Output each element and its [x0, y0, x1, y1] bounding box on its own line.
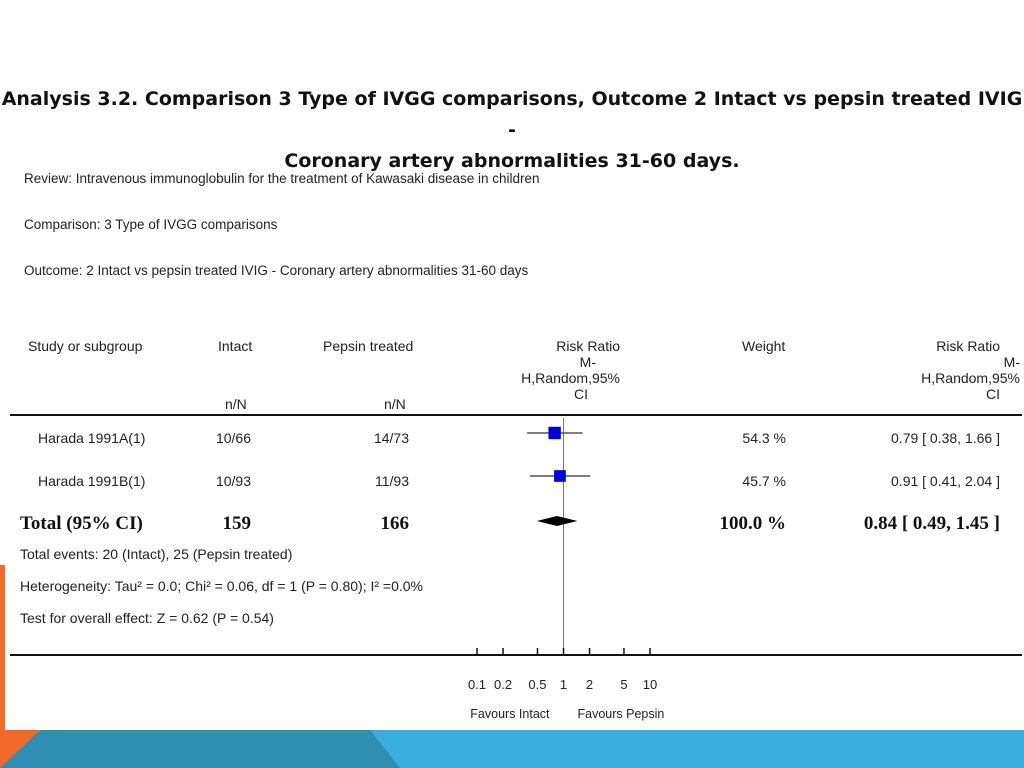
review-line: Review: Intravenous immunoglobulin for t… [24, 171, 540, 186]
study-weight: 45.7 % [742, 473, 786, 489]
header-rule [10, 414, 1022, 416]
study-name: Harada 1991B(1) [38, 473, 146, 489]
header-pepsin-sub: n/N [384, 396, 406, 412]
header-weight: Weight [742, 338, 786, 354]
favours-right-label: Favours Pepsin [578, 707, 665, 721]
header-rr-plot-l3: H,Random,95% [521, 370, 620, 386]
tick-label: 0.1 [468, 677, 486, 692]
heterogeneity: Heterogeneity: Tau² = 0.0; Chi² = 0.06, … [20, 578, 423, 594]
accent-bar [0, 565, 5, 730]
tick-label: 2 [586, 677, 593, 692]
header-rr-plot-l2: M- [579, 354, 596, 370]
header-intact-sub: n/N [225, 396, 247, 412]
tick-label: 10 [643, 677, 657, 692]
header-rr-l4: CI [986, 386, 1000, 402]
bottom-rule [10, 654, 1022, 656]
total-intact: 159 [222, 513, 252, 534]
study-weight: 54.3 % [742, 430, 786, 446]
outcome-line: Outcome: 2 Intact vs pepsin treated IVIG… [24, 263, 529, 278]
header-rr-plot-l4: CI [574, 386, 588, 402]
total-weight: 100.0 % [719, 513, 787, 534]
total-label: Total (95% CI) [20, 513, 143, 534]
title-line-1: Analysis 3.2. Comparison 3 Type of IVGG … [1, 88, 1023, 141]
header-rr: Risk Ratio M- H,Random,95% CI [880, 338, 1020, 402]
study-name: Harada 1991A(1) [38, 430, 146, 446]
tick-label: 5 [620, 677, 627, 692]
study-pepsin: 14/73 [373, 430, 409, 446]
header-pepsin: Pepsin treated [323, 338, 414, 354]
total-events: Total events: 20 (Intact), 25 (Pepsin tr… [20, 546, 293, 562]
overall-effect: Test for overall effect: Z = 0.62 (P = 0… [20, 610, 274, 626]
chart-title: Analysis 3.2. Comparison 3 Type of IVGG … [0, 84, 1024, 177]
effect-square [548, 426, 561, 440]
study-intact: 10/93 [215, 473, 251, 489]
header-rr-plot-l1: Risk Ratio [556, 338, 620, 354]
header-rr-l1: Risk Ratio [936, 338, 1000, 354]
study-intact: 10/66 [215, 430, 251, 446]
header-rr-l3: H,Random,95% [921, 370, 1020, 386]
total-rr: 0.84 [ 0.49, 1.45 ] [863, 513, 1000, 534]
header-intact: Intact [218, 338, 253, 354]
study-rr: 0.79 [ 0.38, 1.66 ] [891, 430, 1000, 446]
header-study: Study or subgroup [28, 338, 143, 354]
tick-label: 0.5 [528, 677, 546, 692]
study-rr: 0.91 [ 0.41, 2.04 ] [891, 473, 1000, 489]
header-rr-plot: Risk Ratio M- H,Random,95% CI [480, 338, 620, 402]
tick-label: 1 [560, 677, 567, 692]
pooled-diamond [536, 516, 578, 526]
total-pepsin: 166 [380, 513, 410, 534]
footer-band-dark [0, 730, 400, 768]
effect-square [554, 470, 566, 482]
header-rr-l2: M- [1003, 354, 1020, 370]
favours-left-label: Favours Intact [470, 707, 550, 721]
study-pepsin: 11/93 [375, 473, 409, 489]
tick-label: 0.2 [494, 677, 512, 692]
title-line-2: Coronary artery abnormalities 31-60 days… [284, 150, 740, 172]
comparison-line: Comparison: 3 Type of IVGG comparisons [24, 217, 278, 232]
